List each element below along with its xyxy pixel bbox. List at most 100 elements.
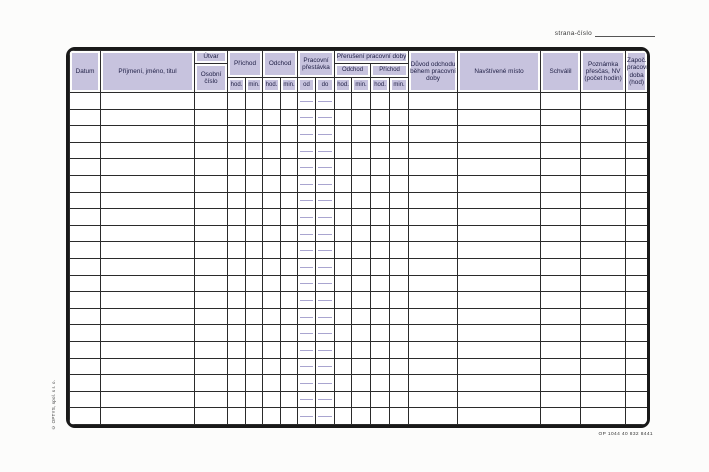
- empty-cell: [315, 307, 336, 326]
- empty-cell: [69, 274, 101, 293]
- table-row: [69, 141, 647, 160]
- empty-cell: [408, 224, 459, 243]
- empty-cell: [351, 125, 372, 143]
- empty-cell: [625, 92, 647, 110]
- page-number-field: strana-číslo: [555, 29, 655, 37]
- empty-cell: [580, 224, 627, 243]
- empty-cell: [279, 257, 299, 276]
- empty-cell: [625, 257, 647, 276]
- empty-cell: [245, 307, 263, 326]
- empty-cell: [351, 274, 372, 293]
- empty-cell: [315, 108, 336, 127]
- empty-cell: [580, 125, 627, 143]
- col-header-interruption-arrival: Příchod: [370, 63, 410, 78]
- empty-cell: [334, 241, 353, 259]
- empty-cell: [69, 191, 101, 210]
- empty-cell: [457, 340, 542, 359]
- empty-cell: [540, 340, 582, 359]
- empty-cell: [370, 158, 391, 176]
- break-cell-divider-line: [318, 333, 333, 335]
- table-row: [69, 208, 647, 226]
- subheader-hours: hod.: [262, 77, 281, 93]
- empty-cell: [100, 141, 195, 160]
- empty-cell: [100, 274, 195, 293]
- empty-cell: [334, 158, 353, 176]
- empty-cell: [227, 108, 246, 127]
- empty-cell: [245, 158, 263, 176]
- col-header-visited-place: Navštívené místo: [457, 50, 542, 93]
- empty-cell: [69, 340, 101, 359]
- break-cell-divider-line: [300, 316, 314, 318]
- empty-cell: [389, 125, 410, 143]
- empty-cell: [334, 208, 353, 226]
- table-row: [69, 307, 647, 326]
- empty-cell: [540, 174, 582, 193]
- empty-cell: [315, 390, 336, 409]
- break-cell-divider-line: [300, 416, 314, 418]
- break-cell-divider-line: [300, 382, 314, 384]
- empty-cell: [334, 141, 353, 160]
- empty-cell: [540, 291, 582, 309]
- empty-cell: [457, 241, 542, 259]
- empty-cell: [351, 92, 372, 110]
- empty-cell: [580, 407, 627, 425]
- empty-cell: [334, 125, 353, 143]
- empty-cell: [279, 357, 299, 376]
- empty-cell: [315, 191, 336, 210]
- empty-cell: [625, 407, 647, 425]
- empty-cell: [408, 191, 459, 210]
- page-number-label: strana-číslo: [554, 30, 592, 37]
- empty-cell: [100, 374, 195, 392]
- empty-cell: [297, 108, 317, 127]
- empty-cell: [370, 291, 391, 309]
- break-cell-divider-line: [300, 233, 314, 235]
- empty-cell: [457, 324, 542, 342]
- empty-cell: [389, 374, 410, 392]
- page-number-blank-line: [595, 29, 655, 37]
- empty-cell: [334, 324, 353, 342]
- break-cell-divider-line: [318, 382, 333, 384]
- break-cell-divider-line: [300, 200, 314, 202]
- empty-cell: [262, 191, 281, 210]
- empty-cell: [351, 158, 372, 176]
- empty-cell: [334, 174, 353, 193]
- table-row: [69, 340, 647, 359]
- col-header-name: Příjmení, jméno, titul: [100, 50, 195, 93]
- empty-cell: [370, 208, 391, 226]
- empty-cell: [370, 340, 391, 359]
- empty-cell: [370, 407, 391, 425]
- empty-cell: [351, 390, 372, 409]
- break-cell-divider-line: [300, 299, 314, 301]
- empty-cell: [625, 191, 647, 210]
- empty-cell: [245, 324, 263, 342]
- empty-cell: [408, 141, 459, 160]
- break-cell-divider-line: [318, 349, 333, 351]
- table-row: [69, 108, 647, 127]
- break-cell-divider-line: [300, 250, 314, 252]
- empty-cell: [370, 174, 391, 193]
- empty-cell: [194, 324, 228, 342]
- empty-cell: [580, 357, 627, 376]
- empty-cell: [262, 208, 281, 226]
- empty-cell: [262, 291, 281, 309]
- table-row: [69, 125, 647, 143]
- empty-cell: [315, 357, 336, 376]
- empty-cell: [69, 257, 101, 276]
- empty-cell: [334, 108, 353, 127]
- empty-cell: [227, 141, 246, 160]
- break-cell-divider-line: [318, 100, 333, 102]
- empty-cell: [297, 174, 317, 193]
- empty-cell: [625, 274, 647, 293]
- empty-cell: [297, 257, 317, 276]
- empty-cell: [69, 307, 101, 326]
- empty-cell: [100, 407, 195, 425]
- empty-cell: [194, 291, 228, 309]
- empty-cell: [580, 390, 627, 409]
- empty-cell: [245, 141, 263, 160]
- empty-cell: [279, 125, 299, 143]
- empty-cell: [625, 307, 647, 326]
- empty-cell: [457, 307, 542, 326]
- empty-cell: [100, 125, 195, 143]
- empty-cell: [297, 291, 317, 309]
- empty-cell: [245, 208, 263, 226]
